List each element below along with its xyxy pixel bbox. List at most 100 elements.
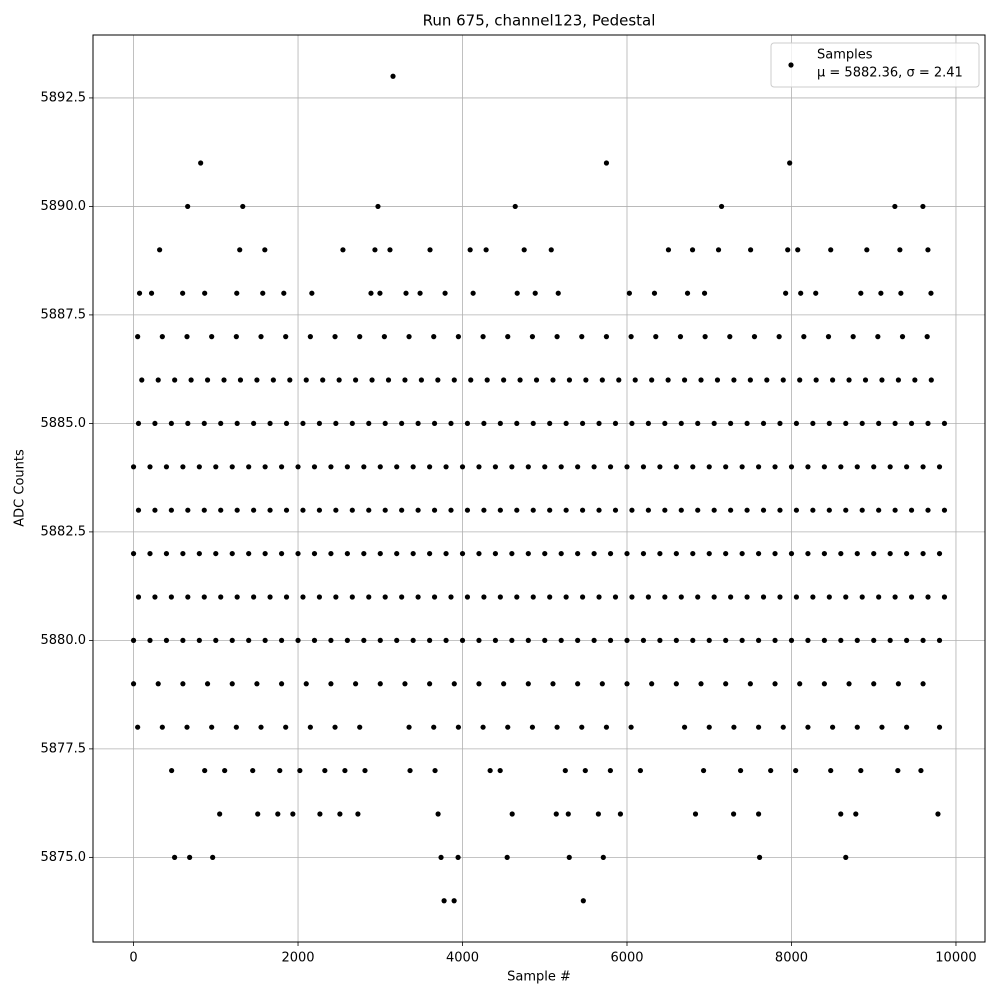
point bbox=[920, 203, 926, 210]
points bbox=[130, 73, 948, 904]
point bbox=[130, 464, 137, 470]
point bbox=[928, 377, 934, 383]
point bbox=[563, 507, 569, 513]
point bbox=[267, 420, 273, 427]
point bbox=[258, 334, 264, 340]
point bbox=[723, 464, 729, 470]
point bbox=[854, 637, 860, 643]
point bbox=[135, 334, 141, 340]
point bbox=[505, 334, 511, 340]
point bbox=[352, 681, 359, 687]
point bbox=[624, 550, 630, 557]
point bbox=[698, 377, 704, 383]
point bbox=[673, 464, 679, 470]
point bbox=[555, 290, 561, 296]
point bbox=[920, 637, 926, 643]
point bbox=[695, 507, 701, 513]
point bbox=[438, 854, 444, 860]
point bbox=[575, 637, 581, 643]
point bbox=[657, 464, 663, 470]
point bbox=[892, 203, 898, 210]
point bbox=[435, 377, 441, 383]
point bbox=[739, 550, 745, 557]
point bbox=[788, 550, 795, 557]
point bbox=[204, 377, 211, 383]
point bbox=[251, 507, 257, 513]
point bbox=[349, 420, 355, 427]
point bbox=[879, 377, 885, 383]
point bbox=[744, 594, 750, 600]
point bbox=[629, 507, 635, 513]
point bbox=[616, 377, 622, 383]
point bbox=[417, 290, 423, 296]
point bbox=[662, 507, 668, 513]
point bbox=[854, 724, 860, 730]
point bbox=[448, 507, 454, 513]
point bbox=[254, 681, 260, 687]
point bbox=[755, 811, 762, 817]
point bbox=[303, 681, 309, 687]
point bbox=[777, 594, 783, 600]
point bbox=[751, 334, 758, 340]
point bbox=[504, 854, 510, 860]
point bbox=[744, 420, 750, 427]
point bbox=[415, 507, 421, 513]
point bbox=[297, 767, 303, 774]
point bbox=[278, 464, 285, 470]
point bbox=[277, 767, 283, 774]
point bbox=[695, 594, 701, 600]
point bbox=[547, 420, 553, 427]
point bbox=[579, 594, 586, 600]
point bbox=[640, 550, 647, 557]
point bbox=[377, 637, 383, 643]
point bbox=[147, 464, 153, 470]
point bbox=[715, 247, 722, 253]
point bbox=[739, 464, 745, 470]
point bbox=[415, 420, 421, 427]
point bbox=[681, 724, 688, 730]
point bbox=[394, 464, 400, 470]
point bbox=[260, 290, 266, 296]
point bbox=[695, 420, 701, 427]
point bbox=[372, 247, 378, 253]
point bbox=[892, 507, 898, 513]
point bbox=[624, 464, 630, 470]
point bbox=[258, 724, 264, 730]
point bbox=[246, 550, 252, 557]
point bbox=[876, 507, 882, 513]
x-tick-label: 10000 bbox=[935, 951, 976, 966]
point bbox=[810, 507, 816, 513]
point bbox=[637, 767, 644, 774]
point bbox=[895, 767, 901, 774]
point bbox=[783, 290, 789, 296]
point bbox=[451, 377, 457, 383]
point bbox=[887, 550, 893, 557]
point bbox=[159, 724, 165, 730]
point bbox=[607, 767, 613, 774]
x-tick-label: 4000 bbox=[446, 951, 479, 966]
point bbox=[403, 290, 409, 296]
point bbox=[565, 811, 571, 817]
point bbox=[509, 637, 515, 643]
point bbox=[846, 377, 852, 383]
point bbox=[579, 724, 585, 730]
point bbox=[525, 464, 531, 470]
point bbox=[542, 464, 548, 470]
point bbox=[213, 464, 219, 470]
point bbox=[135, 594, 142, 600]
point bbox=[563, 594, 569, 600]
point bbox=[251, 594, 257, 600]
point bbox=[517, 377, 523, 383]
point bbox=[853, 811, 859, 817]
point bbox=[871, 550, 877, 557]
point bbox=[928, 290, 934, 296]
point bbox=[542, 550, 548, 557]
point bbox=[209, 724, 215, 730]
point bbox=[920, 681, 926, 687]
point bbox=[300, 420, 306, 427]
point bbox=[202, 290, 208, 296]
point bbox=[163, 637, 170, 643]
point bbox=[180, 464, 186, 470]
point bbox=[135, 420, 142, 427]
point bbox=[575, 550, 581, 557]
